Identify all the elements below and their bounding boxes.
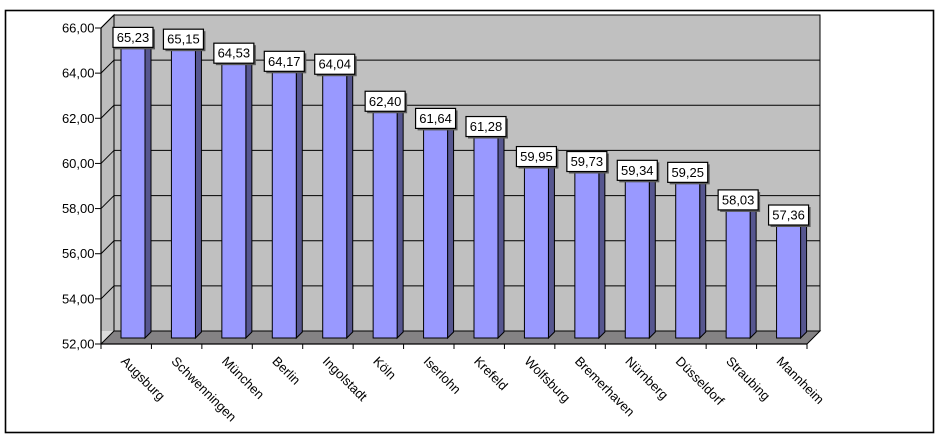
data-label-box xyxy=(263,50,305,72)
wall-gridline-connector xyxy=(100,150,115,164)
bar-face xyxy=(725,207,751,339)
bar-side xyxy=(396,102,404,340)
bar-side xyxy=(800,215,808,340)
bar-face xyxy=(120,44,146,339)
data-label-box xyxy=(112,26,154,48)
data-label-box xyxy=(667,161,709,183)
bar-face xyxy=(523,164,549,339)
y-axis-label: 52,00 xyxy=(62,337,95,352)
wall-gridline-connector xyxy=(100,104,115,119)
data-label-box xyxy=(314,53,356,75)
bar-face xyxy=(271,68,297,339)
y-axis-label: 62,00 xyxy=(62,111,95,126)
data-label-box xyxy=(162,28,205,50)
data-label-box xyxy=(566,150,608,173)
bar-side xyxy=(749,200,757,340)
bar-data-label: 65,15 xyxy=(167,32,200,47)
bar-data-label: 64,53 xyxy=(218,46,251,61)
plot-floor xyxy=(99,330,822,345)
bar-data-label: 64,04 xyxy=(318,57,351,72)
bar-face xyxy=(372,108,398,339)
bar-side xyxy=(194,39,202,340)
bar-face xyxy=(170,46,196,339)
bar-data-label: 61,28 xyxy=(470,119,503,134)
bar-data-label: 59,25 xyxy=(671,165,704,180)
bar-face xyxy=(574,169,600,339)
plot-left-wall xyxy=(100,13,115,346)
bar-side xyxy=(699,173,707,340)
bar-data-label: 61,64 xyxy=(419,111,452,126)
y-axis-label: 58,00 xyxy=(62,201,95,216)
bar-data-label: 65,23 xyxy=(117,30,150,45)
bar-face xyxy=(423,125,449,339)
bar-face xyxy=(322,71,348,339)
bar-side xyxy=(648,171,656,340)
wall-gridline-connector xyxy=(100,14,115,29)
bar-face xyxy=(624,177,650,339)
bar-side xyxy=(447,119,455,340)
bar-data-label: 64,17 xyxy=(268,54,301,69)
bar-data-label: 59,34 xyxy=(621,163,654,178)
bar-face xyxy=(473,134,499,339)
bar-data-label: 59,73 xyxy=(571,154,604,169)
bar-face xyxy=(221,60,247,339)
data-label-box xyxy=(767,204,810,226)
bar-side xyxy=(144,38,152,340)
bar-data-label: 62,40 xyxy=(369,94,402,109)
wall-gridline-connector xyxy=(100,285,115,300)
bar-side xyxy=(295,62,303,340)
y-axis-label: 54,00 xyxy=(62,291,95,306)
bar-side xyxy=(346,65,354,340)
data-label-box xyxy=(414,107,457,130)
y-axis-label: 66,00 xyxy=(62,21,95,36)
bar-side xyxy=(497,127,505,340)
bar-face xyxy=(675,179,701,339)
wall-gridline-connector xyxy=(100,59,115,74)
bar-side xyxy=(547,157,555,340)
wall-gridline-connector xyxy=(100,240,115,255)
bar-face xyxy=(776,222,802,339)
data-label-box xyxy=(213,42,255,64)
data-label-box xyxy=(465,115,507,138)
bar-data-label: 59,95 xyxy=(520,149,553,164)
bar-side xyxy=(598,162,606,340)
bar-data-label: 57,36 xyxy=(772,208,805,223)
data-label-box xyxy=(364,90,406,112)
y-axis-label: 64,00 xyxy=(62,66,95,81)
wall-gridline-connector xyxy=(100,195,115,209)
y-axis-label: 60,00 xyxy=(62,156,95,171)
data-label-box xyxy=(717,189,759,211)
bar-data-label: 58,03 xyxy=(722,192,755,207)
data-label-box xyxy=(616,159,658,181)
bar-side xyxy=(245,53,253,340)
data-label-box xyxy=(515,145,558,168)
y-axis-label: 56,00 xyxy=(62,246,95,261)
